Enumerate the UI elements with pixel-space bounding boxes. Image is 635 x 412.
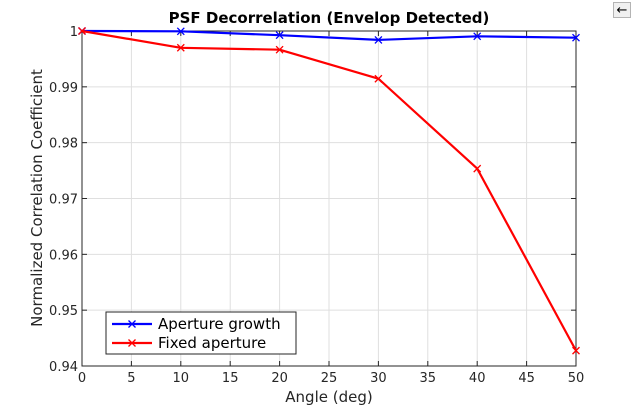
data-point xyxy=(176,43,185,52)
left-arrow-icon: ← xyxy=(616,2,628,18)
y-tick-label: 0.97 xyxy=(49,193,78,208)
back-button[interactable]: ← xyxy=(613,2,631,18)
x-tick-label: 50 xyxy=(568,371,585,386)
x-tick-label: 10 xyxy=(173,371,190,386)
y-tick-label: 0.99 xyxy=(49,81,78,96)
y-axis-title: Normalized Correlation Coefficient xyxy=(28,69,46,327)
data-point xyxy=(176,27,185,36)
x-tick-label: 15 xyxy=(222,371,239,386)
legend-label: Fixed aperture xyxy=(158,334,266,352)
x-tick-label: 20 xyxy=(271,371,288,386)
legend-box xyxy=(105,311,297,355)
x-tick-label: 25 xyxy=(321,371,338,386)
y-tick-label: 0.95 xyxy=(49,304,78,319)
data-point xyxy=(275,31,284,40)
y-tick-label: 1 xyxy=(70,25,78,40)
y-tick-label: 0.98 xyxy=(49,137,78,152)
data-point xyxy=(275,45,284,54)
y-tick-label: 0.96 xyxy=(49,248,78,263)
x-tick-label: 30 xyxy=(370,371,387,386)
x-tick-label: 45 xyxy=(518,371,535,386)
legend-entry: Aperture growth xyxy=(112,315,281,333)
data-point xyxy=(473,164,482,173)
data-point xyxy=(572,346,580,355)
series-fixed-aperture xyxy=(78,27,580,355)
legend-marker xyxy=(128,320,136,328)
data-point xyxy=(374,74,383,83)
series-line xyxy=(81,29,577,42)
data-point xyxy=(374,35,383,44)
x-axis-title: Angle (deg) xyxy=(285,388,372,406)
y-tick-label: 0.94 xyxy=(49,360,78,375)
series-layer xyxy=(78,27,580,355)
data-point xyxy=(78,27,86,35)
series-line xyxy=(81,29,577,352)
chart-title: PSF Decorrelation (Envelop Detected) xyxy=(169,9,490,27)
x-tick-label: 35 xyxy=(420,371,437,386)
legend-label: Aperture growth xyxy=(158,315,281,333)
legend-entry: Fixed aperture xyxy=(112,334,266,352)
x-tick-label: 5 xyxy=(127,371,135,386)
legend-marker xyxy=(128,339,136,347)
x-tick-label: 40 xyxy=(469,371,486,386)
data-point xyxy=(572,33,580,42)
x-tick-label: 0 xyxy=(78,371,86,386)
data-point xyxy=(473,32,482,41)
